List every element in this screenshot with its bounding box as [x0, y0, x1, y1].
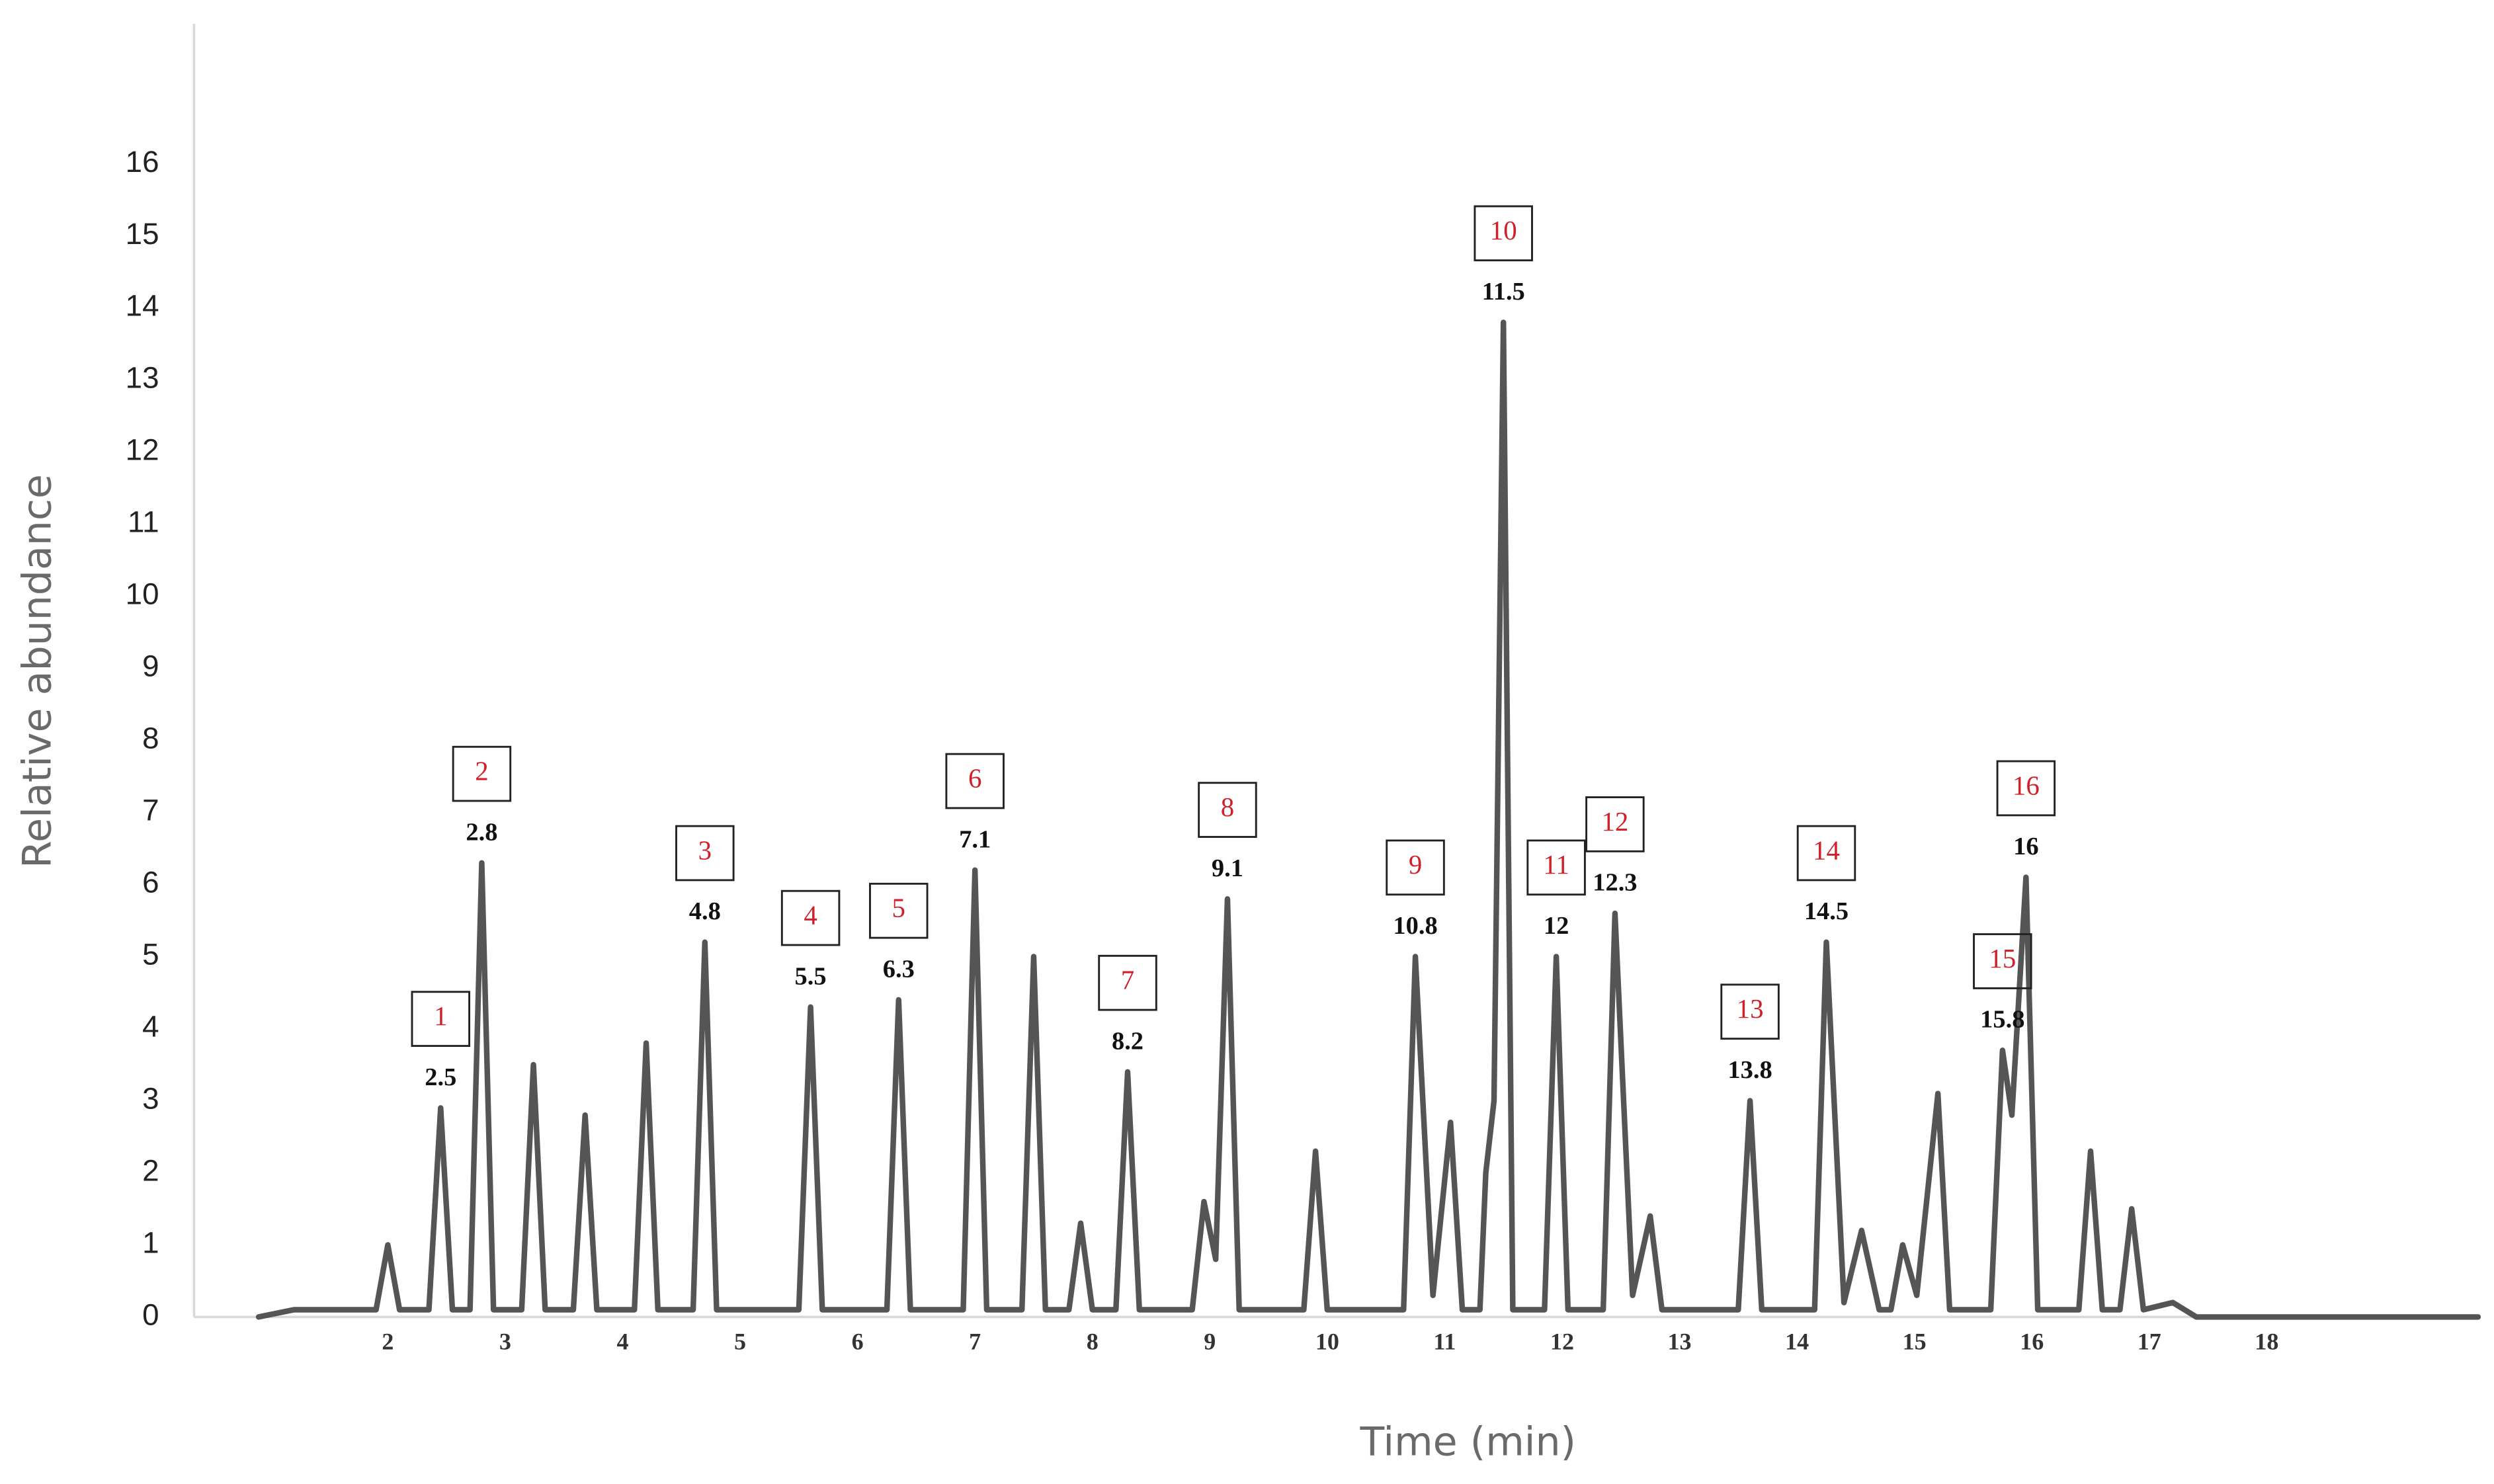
chromatogram-line	[255, 319, 2481, 1320]
y-tick-label: 11	[128, 505, 159, 539]
peak-box	[945, 753, 1005, 809]
x-tick-label: 5	[734, 1329, 746, 1355]
peak-box	[1973, 933, 2032, 989]
x-tick-label: 18	[2255, 1329, 2278, 1355]
peak-number: 7	[1121, 966, 1134, 995]
peak-box	[411, 991, 471, 1048]
peak-number: 12	[1601, 807, 1628, 837]
peak-number: 3	[698, 835, 712, 865]
x-tick-label: 4	[616, 1329, 628, 1355]
peak-number: 1	[434, 1001, 447, 1031]
peak-label: 13.8	[1727, 1056, 1772, 1084]
x-tick-label: 16	[2020, 1329, 2044, 1355]
peak-number: 9	[1409, 850, 1422, 880]
x-tick-label: 13	[1668, 1329, 1692, 1355]
peak-label: 10.8	[1393, 912, 1437, 940]
y-tick-label: 3	[142, 1082, 159, 1116]
peak-box	[1526, 839, 1586, 896]
y-tick-label: 16	[126, 145, 159, 179]
y-tick-label: 9	[142, 649, 159, 683]
x-tick-label: 9	[1204, 1329, 1216, 1355]
peak-label: 6.3	[883, 955, 915, 983]
peak-box	[780, 889, 841, 946]
peak-box	[1386, 839, 1445, 896]
y-tick-label: 0	[142, 1298, 159, 1331]
x-tick-label: 6	[852, 1329, 864, 1355]
y-tick-label: 15	[126, 217, 159, 251]
y-axis-title: Relative abundance	[15, 474, 61, 868]
y-tick-label: 13	[126, 361, 159, 395]
x-tick-label: 10	[1315, 1329, 1339, 1355]
peak-label: 7.1	[959, 825, 991, 853]
peak-label: 2.8	[466, 818, 497, 846]
peak-box	[1996, 760, 2056, 817]
peak-box	[1098, 954, 1157, 1011]
y-tick-label: 2	[142, 1154, 159, 1188]
peak-number: 14	[1813, 835, 1840, 865]
peak-box	[1198, 782, 1257, 838]
x-tick-label: 17	[2138, 1329, 2161, 1355]
peak-number: 13	[1737, 994, 1764, 1024]
peak-label: 16	[2013, 833, 2038, 860]
peak-label: 11.5	[1482, 278, 1525, 306]
y-tick-label: 7	[142, 794, 159, 827]
peak-label: 12.3	[1593, 869, 1637, 897]
peak-box	[1796, 825, 1856, 882]
peak-number: 16	[2013, 770, 2040, 800]
x-tick-label: 14	[1785, 1329, 1809, 1355]
peak-number: 6	[968, 763, 981, 793]
y-tick-label: 6	[142, 866, 159, 899]
peak-label: 12	[1544, 912, 1569, 940]
peak-label: 14.5	[1804, 897, 1849, 925]
x-tick-label: 12	[1550, 1329, 1574, 1355]
peak-box	[675, 825, 735, 882]
peak-label: 2.5	[425, 1063, 456, 1091]
x-axis-title: Time (min)	[1360, 1419, 1576, 1465]
peak-number: 15	[1989, 944, 2016, 973]
peak-box	[1585, 796, 1645, 852]
peak-number: 10	[1490, 216, 1517, 245]
peak-label: 9.1	[1212, 854, 1243, 882]
peak-box	[452, 745, 512, 802]
peak-number: 5	[892, 893, 905, 923]
peak-label: 8.2	[1112, 1027, 1143, 1055]
x-tick-label: 8	[1087, 1329, 1099, 1355]
peak-number: 4	[804, 900, 817, 930]
y-tick-label: 4	[142, 1010, 159, 1044]
peak-number: 8	[1221, 792, 1234, 822]
peak-label: 4.8	[689, 897, 721, 925]
y-tick-label: 10	[126, 577, 159, 611]
peak-label: 15.8	[1980, 1006, 2024, 1034]
peak-number: 2	[475, 757, 488, 786]
peak-label: 5.5	[795, 962, 827, 990]
y-tick-label: 8	[142, 721, 159, 755]
peak-number: 11	[1543, 850, 1569, 880]
peak-box	[1474, 205, 1533, 262]
y-tick-label: 5	[142, 938, 159, 971]
x-tick-label: 15	[1903, 1329, 1927, 1355]
y-tick-label: 1	[142, 1225, 159, 1259]
y-tick-label: 14	[126, 289, 159, 323]
peak-box	[869, 882, 929, 939]
x-tick-label: 3	[499, 1329, 511, 1355]
x-tick-label: 11	[1433, 1329, 1456, 1355]
peak-box	[1720, 983, 1780, 1040]
x-tick-label: 7	[969, 1329, 981, 1355]
y-tick-label: 12	[126, 433, 159, 467]
x-tick-label: 2	[382, 1329, 394, 1355]
